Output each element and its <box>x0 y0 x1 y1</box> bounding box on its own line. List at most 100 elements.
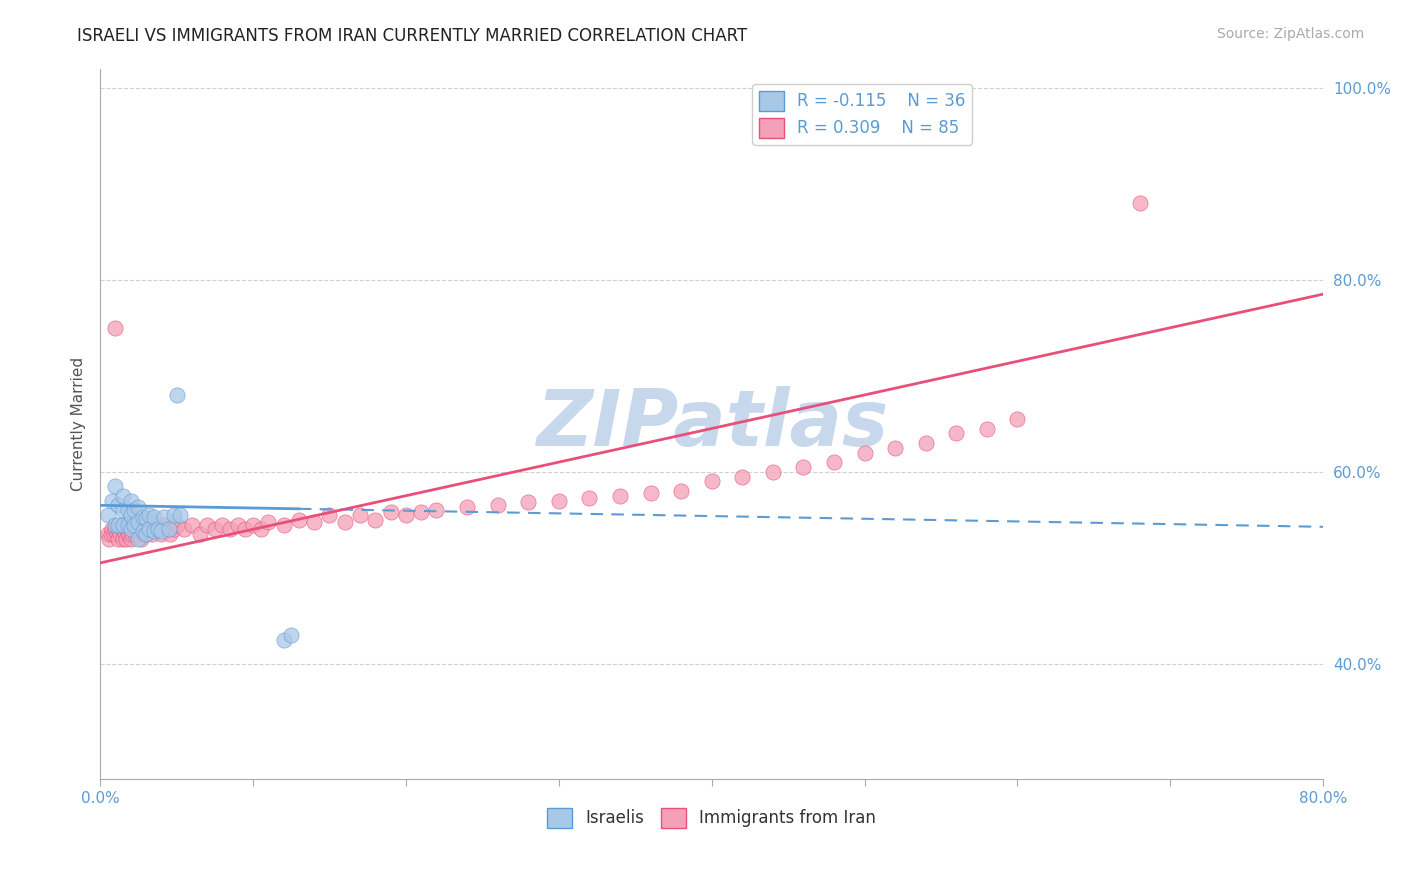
Point <box>117 503 139 517</box>
Point <box>235 522 257 536</box>
Point <box>169 508 191 522</box>
Point <box>120 532 142 546</box>
Point <box>257 515 280 529</box>
Point <box>142 509 165 524</box>
Point <box>117 517 139 532</box>
Point <box>97 508 120 522</box>
Point <box>100 527 122 541</box>
Point <box>101 522 124 536</box>
Point <box>411 505 433 519</box>
Point <box>153 509 176 524</box>
Point <box>180 517 202 532</box>
Point <box>150 527 173 541</box>
Point <box>173 522 195 536</box>
Point <box>976 421 998 435</box>
Point <box>107 517 129 532</box>
Point <box>108 527 131 541</box>
Text: Source: ZipAtlas.com: Source: ZipAtlas.com <box>1216 27 1364 41</box>
Point <box>122 522 145 536</box>
Point <box>107 522 129 536</box>
Point <box>945 426 967 441</box>
Point <box>142 522 165 536</box>
Point <box>153 517 176 532</box>
Point <box>115 532 138 546</box>
Point <box>486 499 509 513</box>
Point <box>131 532 153 546</box>
Point <box>364 513 387 527</box>
Point <box>914 436 936 450</box>
Point <box>823 455 845 469</box>
Point <box>150 524 173 539</box>
Point <box>122 517 145 532</box>
Point <box>117 527 139 541</box>
Point <box>141 527 163 541</box>
Point <box>669 483 692 498</box>
Point <box>114 527 136 541</box>
Point <box>135 527 157 541</box>
Point <box>117 517 139 532</box>
Point <box>1007 412 1029 426</box>
Point <box>302 515 325 529</box>
Point <box>142 524 165 539</box>
Text: ZIPatlas: ZIPatlas <box>536 385 887 462</box>
Point <box>195 517 218 532</box>
Point <box>107 499 129 513</box>
Point <box>132 524 155 539</box>
Point <box>792 459 814 474</box>
Point <box>242 517 264 532</box>
Point <box>112 517 135 532</box>
Point <box>112 517 135 532</box>
Point <box>120 522 142 536</box>
Point <box>135 510 157 524</box>
Point <box>188 527 211 541</box>
Point <box>731 469 754 483</box>
Point <box>112 489 135 503</box>
Point <box>700 475 723 489</box>
Point <box>104 522 127 536</box>
Point <box>97 527 120 541</box>
Point <box>98 532 121 546</box>
Point <box>118 527 141 541</box>
Point <box>517 495 540 509</box>
Point <box>132 522 155 536</box>
Point <box>104 320 127 334</box>
Point <box>132 509 155 524</box>
Point <box>280 628 302 642</box>
Point <box>318 508 340 522</box>
Point <box>138 522 160 536</box>
Point <box>211 517 233 532</box>
Point <box>578 491 600 505</box>
Point <box>456 500 478 515</box>
Point <box>380 505 402 519</box>
Point <box>127 532 149 546</box>
Point <box>333 515 356 529</box>
Point <box>134 527 156 541</box>
Point <box>884 441 907 455</box>
Text: ISRAELI VS IMMIGRANTS FROM IRAN CURRENTLY MARRIED CORRELATION CHART: ISRAELI VS IMMIGRANTS FROM IRAN CURRENTL… <box>77 27 748 45</box>
Point <box>120 522 142 536</box>
Legend: Israelis, Immigrants from Iran: Israelis, Immigrants from Iran <box>540 801 883 835</box>
Point <box>148 522 170 536</box>
Point <box>143 517 166 532</box>
Point <box>349 508 371 522</box>
Point <box>547 493 569 508</box>
Point <box>288 513 311 527</box>
Point <box>112 503 135 517</box>
Point <box>127 527 149 541</box>
Point <box>120 493 142 508</box>
Point <box>110 522 132 536</box>
Point <box>148 522 170 536</box>
Point <box>125 517 148 532</box>
Point <box>156 522 179 536</box>
Point <box>120 508 142 522</box>
Point <box>105 527 128 541</box>
Point <box>762 465 785 479</box>
Point <box>425 503 447 517</box>
Point <box>124 527 146 541</box>
Point <box>204 522 226 536</box>
Point <box>121 527 143 541</box>
Point <box>226 517 249 532</box>
Point <box>273 632 295 647</box>
Point <box>219 522 242 536</box>
Point <box>853 445 876 459</box>
